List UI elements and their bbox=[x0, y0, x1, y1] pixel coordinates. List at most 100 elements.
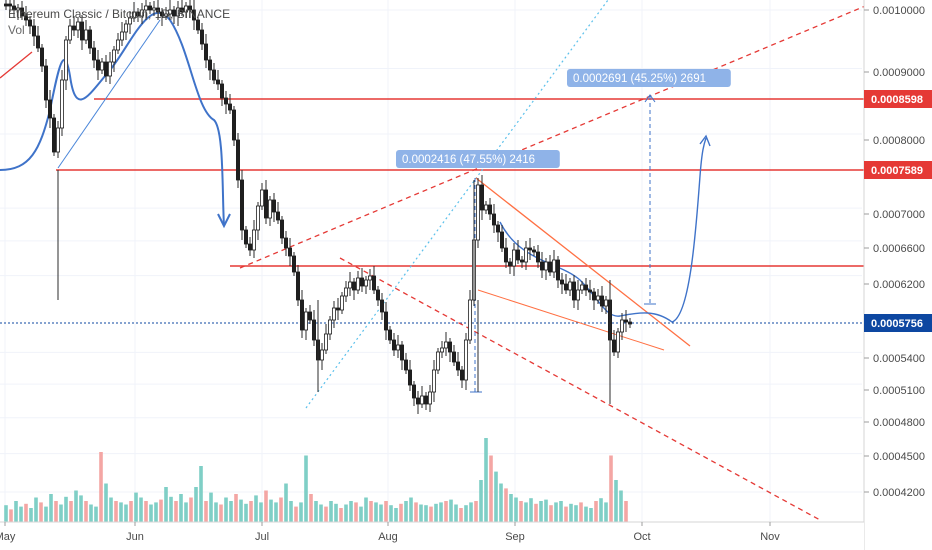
price-tick-label: 0.0005400 bbox=[873, 353, 925, 365]
price-tick-label: 0.0010000 bbox=[873, 5, 925, 17]
candle-up bbox=[580, 284, 585, 291]
candle-down bbox=[287, 247, 292, 257]
candle-down bbox=[19, 7, 24, 17]
volume-bar bbox=[34, 497, 38, 522]
candle-up bbox=[108, 61, 113, 77]
candle-down bbox=[36, 35, 41, 49]
candle-down bbox=[391, 339, 396, 351]
time-tick-label: Jun bbox=[126, 531, 144, 543]
candle-down bbox=[275, 211, 280, 221]
volume-bar bbox=[519, 501, 523, 522]
volume-bar bbox=[44, 506, 48, 522]
volume-bar bbox=[524, 502, 528, 522]
candle-up bbox=[463, 339, 468, 381]
candle-up bbox=[367, 275, 372, 281]
volume-label[interactable]: Vol bbox=[8, 23, 25, 37]
arrow-head-icon bbox=[217, 213, 231, 229]
candle-down bbox=[371, 275, 376, 291]
candle-down bbox=[155, 7, 160, 13]
candle-down bbox=[600, 295, 605, 307]
candle-up bbox=[431, 369, 436, 393]
measure-label-2-text: 0.0002691 (45.25%) 2691 bbox=[573, 73, 706, 85]
volume-bars bbox=[4, 438, 628, 522]
candle-down bbox=[191, 9, 196, 21]
candle-up bbox=[596, 295, 601, 301]
candle-down bbox=[359, 277, 364, 287]
candle-down bbox=[215, 79, 220, 85]
volume-bar bbox=[459, 508, 463, 522]
volume-bar bbox=[339, 508, 343, 522]
candle-up bbox=[267, 199, 272, 219]
candle-up bbox=[163, 13, 168, 17]
volume-bar bbox=[89, 504, 93, 522]
volume-bar bbox=[39, 502, 43, 522]
volume-bar bbox=[244, 503, 248, 522]
candle-down bbox=[451, 351, 456, 363]
candle-down bbox=[7, 3, 12, 7]
volume-bar bbox=[479, 480, 483, 522]
chart-legend: Ethereum Classic / Bitcoin, 1D, BINANCE … bbox=[8, 6, 230, 38]
candle-down bbox=[455, 361, 460, 371]
volume-bar bbox=[19, 506, 23, 522]
candle-down bbox=[235, 139, 240, 181]
candle-up bbox=[347, 281, 352, 289]
candle-up bbox=[131, 11, 136, 19]
candle-down bbox=[227, 103, 232, 111]
volume-bar bbox=[409, 497, 413, 522]
candle-down bbox=[207, 59, 212, 71]
drawings[interactable] bbox=[0, 0, 871, 521]
volume-bar bbox=[499, 483, 503, 522]
candle-up bbox=[620, 319, 625, 333]
candle-up bbox=[124, 23, 129, 33]
candle-down bbox=[52, 117, 57, 153]
measure-label-1-box bbox=[396, 150, 560, 168]
candle-up bbox=[319, 349, 324, 361]
candle-down bbox=[491, 213, 496, 226]
candle-up bbox=[112, 49, 117, 63]
volume-bar bbox=[59, 504, 63, 522]
volume-bar bbox=[389, 505, 393, 522]
candle-up bbox=[616, 331, 621, 353]
volume-bar bbox=[569, 503, 573, 522]
volume-bar bbox=[504, 488, 508, 522]
price-tick-label: 0.0009000 bbox=[873, 67, 925, 79]
candle-down bbox=[628, 321, 633, 325]
candle-up bbox=[116, 39, 121, 51]
volume-bar bbox=[384, 501, 388, 522]
volume-bar bbox=[79, 495, 83, 522]
candle-down bbox=[564, 283, 569, 291]
candle-up bbox=[395, 344, 400, 351]
volume-bar bbox=[599, 498, 603, 522]
volume-bar bbox=[554, 502, 558, 522]
time-tick-label: Nov bbox=[760, 531, 780, 543]
candle-down bbox=[80, 21, 85, 41]
candle-down bbox=[516, 249, 521, 261]
candle-up bbox=[183, 5, 188, 13]
volume-bar bbox=[509, 494, 513, 522]
volume-bar bbox=[449, 499, 453, 522]
candle-down bbox=[459, 369, 464, 381]
candle-up bbox=[175, 7, 180, 17]
symbol-title[interactable]: Ethereum Classic / Bitcoin, 1D, BINANCE bbox=[8, 7, 231, 21]
volume-bar bbox=[489, 455, 493, 522]
candle-up bbox=[604, 299, 609, 307]
level-price-label: 0.0008598 bbox=[871, 94, 923, 106]
candle-down bbox=[556, 259, 561, 281]
volume-bar bbox=[534, 503, 538, 522]
candle-up bbox=[524, 247, 529, 263]
volume-bar bbox=[259, 502, 263, 522]
volume-bar bbox=[484, 438, 488, 522]
candle-up bbox=[467, 299, 472, 341]
volume-bar bbox=[594, 501, 598, 522]
candle-down bbox=[387, 329, 392, 341]
volume-bar bbox=[189, 497, 193, 522]
volume-bar bbox=[414, 502, 418, 522]
volume-bar bbox=[154, 502, 158, 522]
time-scale bbox=[0, 522, 864, 550]
candle-down bbox=[588, 289, 593, 293]
candle-up bbox=[139, 9, 144, 17]
volume-bar bbox=[344, 504, 348, 522]
volume-bar bbox=[114, 501, 118, 522]
